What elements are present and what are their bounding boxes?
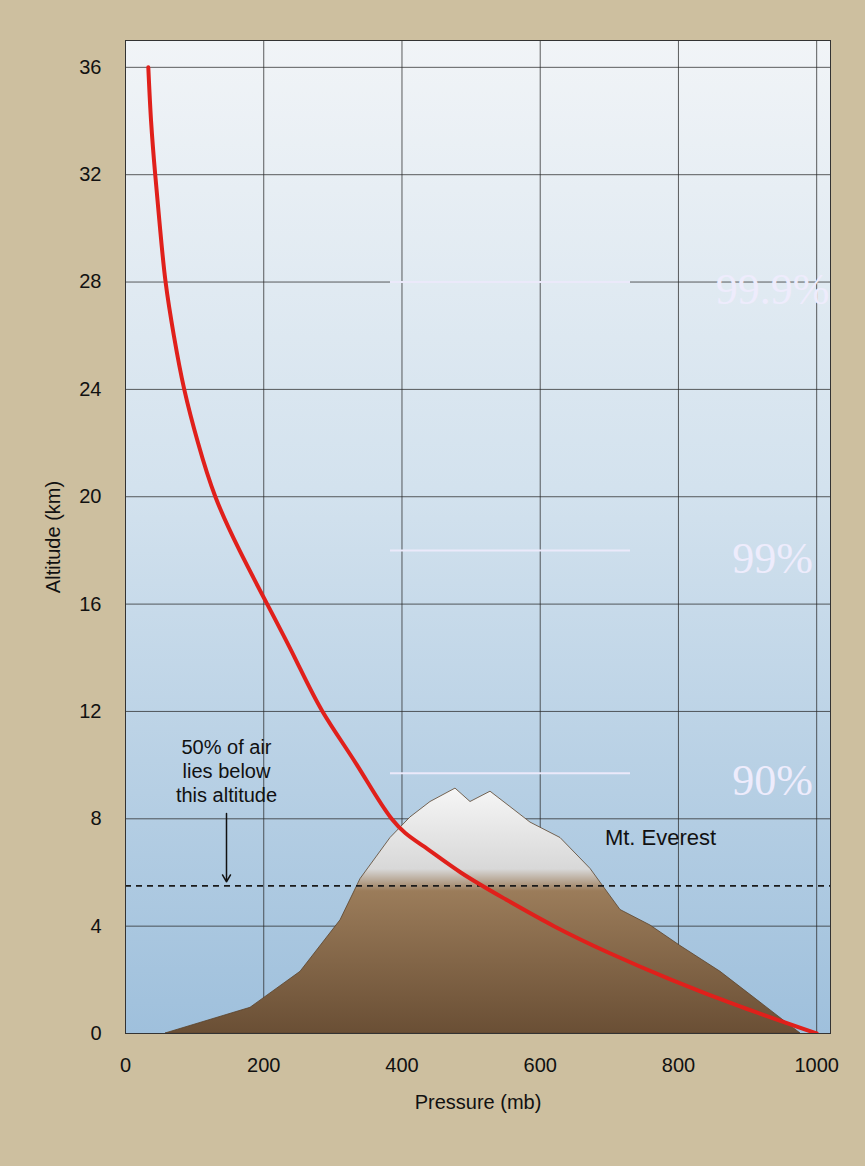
svg-text:50% of airlies belowthis altit: 50% of airlies belowthis altitude [176,736,277,806]
svg-text:99.9%: 99.9% [716,265,830,314]
svg-text:36: 36 [79,56,101,78]
svg-text:16: 16 [79,592,101,614]
svg-text:200: 200 [247,1054,280,1076]
svg-text:4: 4 [90,915,101,937]
svg-text:400: 400 [385,1054,418,1076]
svg-text:Mt. Everest: Mt. Everest [605,825,716,850]
svg-text:12: 12 [79,700,101,722]
svg-text:800: 800 [662,1054,695,1076]
svg-text:1000: 1000 [794,1054,839,1076]
svg-text:0: 0 [90,1022,101,1044]
svg-text:32: 32 [79,163,101,185]
svg-text:Pressure (mb): Pressure (mb) [415,1091,542,1113]
svg-text:99%: 99% [732,533,813,582]
svg-text:24: 24 [79,378,101,400]
svg-text:28: 28 [79,270,101,292]
svg-text:8: 8 [90,807,101,829]
svg-text:600: 600 [524,1054,557,1076]
svg-text:20: 20 [79,485,101,507]
svg-text:Altitude (km): Altitude (km) [42,481,64,593]
svg-text:90%: 90% [732,756,813,805]
svg-text:0: 0 [120,1054,131,1076]
